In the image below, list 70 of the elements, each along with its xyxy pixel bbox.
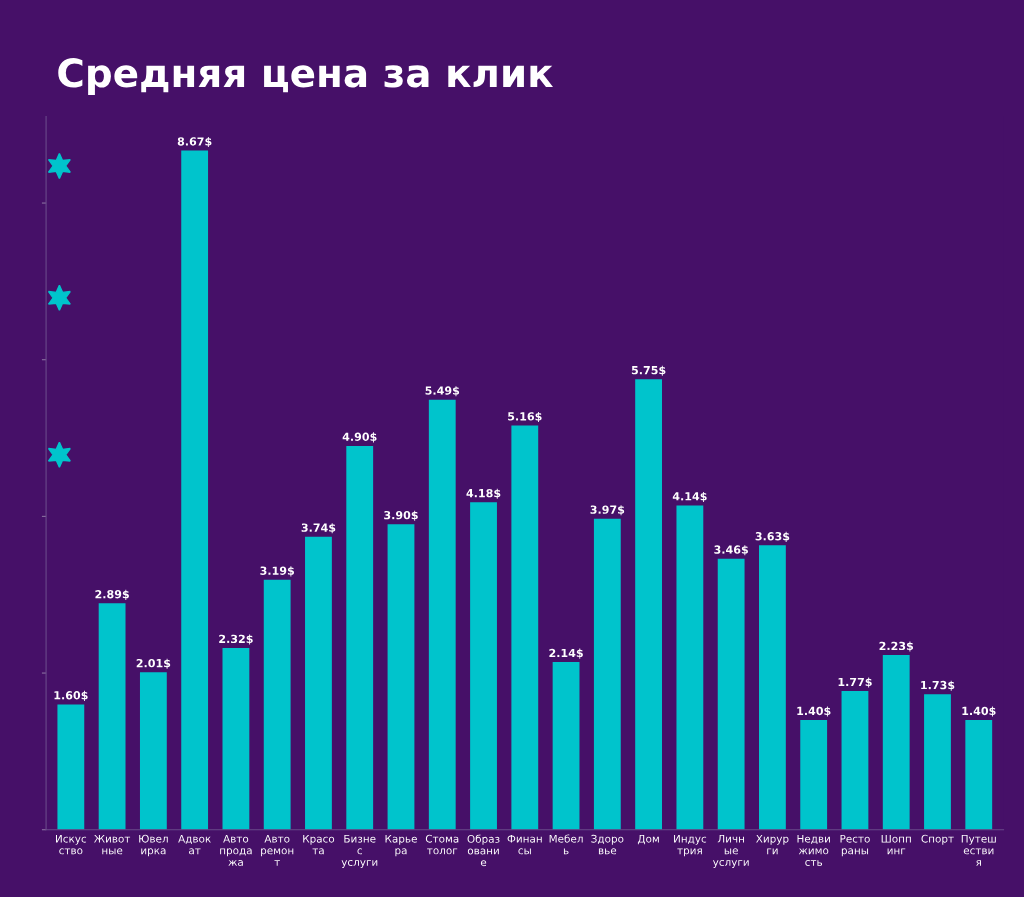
bar <box>263 579 291 830</box>
data-label: 1.73$ <box>921 680 955 691</box>
bar <box>759 545 786 830</box>
data-label: 4.14$ <box>672 491 707 502</box>
data-label: 1.40$ <box>797 706 831 717</box>
x-tick-label: Живот ные <box>94 834 131 855</box>
bar <box>676 505 704 830</box>
x-tick-label: Образ овани е <box>467 834 500 867</box>
x-tick-label: Здоро вье <box>591 834 624 855</box>
bar <box>470 502 497 830</box>
x-tick-label: Стома толог <box>425 834 459 855</box>
x-tick-label: Карье ра <box>385 834 417 857</box>
data-label: 1.40$ <box>962 706 996 717</box>
x-tick-label: Путеш естви я <box>961 834 996 866</box>
x-tick-label: Индус трия <box>674 834 707 857</box>
bar <box>717 558 745 830</box>
bar <box>346 445 374 830</box>
bar <box>800 720 828 830</box>
data-label: 4.90$ <box>342 432 377 443</box>
bar <box>305 536 332 830</box>
x-tick-label: Финан сы <box>507 834 542 855</box>
x-tick-label: Авто прода жа <box>220 834 252 866</box>
bar <box>841 691 869 830</box>
bar <box>387 524 415 830</box>
bar <box>57 704 85 830</box>
bar <box>593 518 621 830</box>
bar <box>428 399 456 830</box>
x-tick-label: Бизне с услуги <box>341 834 378 868</box>
bar <box>139 672 167 830</box>
x-tick-label: Авто ремон т <box>261 834 294 866</box>
data-label: 8.67$ <box>177 137 212 148</box>
data-label: 2.32$ <box>219 634 253 645</box>
chart-title: Средняя цена за клик <box>58 58 554 96</box>
data-label: 1.60$ <box>54 690 88 701</box>
bar <box>222 647 250 830</box>
bar <box>98 603 126 830</box>
x-tick-label: Личн ые услуги <box>712 834 749 868</box>
x-tick-label: Адвок ат <box>178 834 211 855</box>
data-label: 5.16$ <box>508 411 542 423</box>
data-label: 3.74$ <box>301 523 336 534</box>
data-label: 2.14$ <box>549 648 583 659</box>
x-tick-label: Искус ство <box>56 834 87 855</box>
data-label: 3.90$ <box>384 510 418 521</box>
bar <box>181 150 209 830</box>
data-label: 5.75$ <box>631 365 666 376</box>
data-label: 2.89$ <box>95 589 129 600</box>
data-label: 3.19$ <box>260 566 295 577</box>
data-label: 4.18$ <box>466 488 501 499</box>
x-tick-label: Недви жимо сть <box>797 834 830 866</box>
x-tick-label: Дом <box>637 834 659 845</box>
x-tick-label: Красо та <box>303 834 335 855</box>
x-tick-label: Хирур ги <box>756 834 789 855</box>
data-label: 3.46$ <box>714 545 748 556</box>
data-label: 3.97$ <box>590 505 625 516</box>
x-tick-label: Ресто раны <box>840 834 870 857</box>
bar <box>511 425 539 830</box>
data-label: 5.49$ <box>425 386 460 397</box>
x-tick-label: Ювел ирка <box>139 834 168 857</box>
data-label: 3.63$ <box>755 531 790 542</box>
bar <box>882 655 910 830</box>
x-tick-label: Мебел ь <box>549 834 583 855</box>
bar <box>965 720 993 830</box>
bar <box>924 694 951 830</box>
x-tick-label: Шопп инг <box>881 834 911 855</box>
bar <box>635 379 663 830</box>
bar <box>552 662 580 830</box>
data-label: 1.77$ <box>838 677 872 688</box>
x-tick-label: Спорт <box>921 834 954 845</box>
data-label: 2.01$ <box>136 658 171 669</box>
data-label: 2.23$ <box>879 641 914 652</box>
